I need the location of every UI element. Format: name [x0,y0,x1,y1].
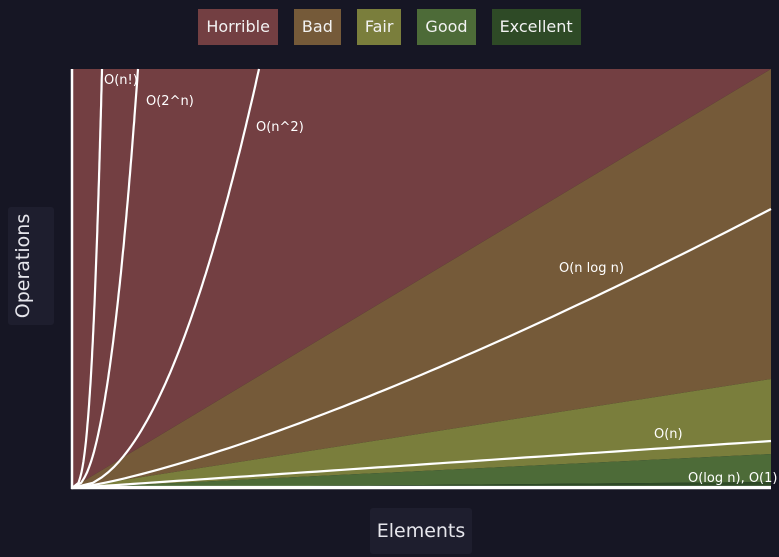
label-exponential: O(2^n) [146,94,194,109]
curve-labels: O(n!) O(2^n) O(n^2) O(n log n) O(n) O(log n),… [104,73,777,486]
label-linear: O(n) [654,427,683,442]
label-nlogn: O(n log n) [559,261,624,276]
complexity-regions [72,69,771,488]
region-fair [72,379,771,488]
curve-linear [71,439,772,490]
curve-quadratic [71,68,261,490]
y-axis-label-box [8,207,54,325]
legend-item-good: Good [417,9,476,45]
chart-axes [70,69,771,490]
region-good [72,454,771,488]
legend-item-excellent: Excellent [491,9,581,45]
curve-exponential [71,68,140,489]
label-quadratic: O(n^2) [256,120,304,135]
legend-item-bad: Bad [293,9,341,45]
curve-factorial [71,68,104,489]
legend-item-horrible: Horrible [198,9,278,45]
label-factorial: O(n!) [104,73,138,88]
legend: Horrible Bad Fair Good Excellent [0,9,779,45]
region-bad [72,69,771,488]
curve-nlogn [71,208,772,490]
legend-item-fair: Fair [356,9,402,45]
x-axis-label: Elements [370,508,472,554]
label-log-constant: O(log n), O(1) [688,471,777,486]
